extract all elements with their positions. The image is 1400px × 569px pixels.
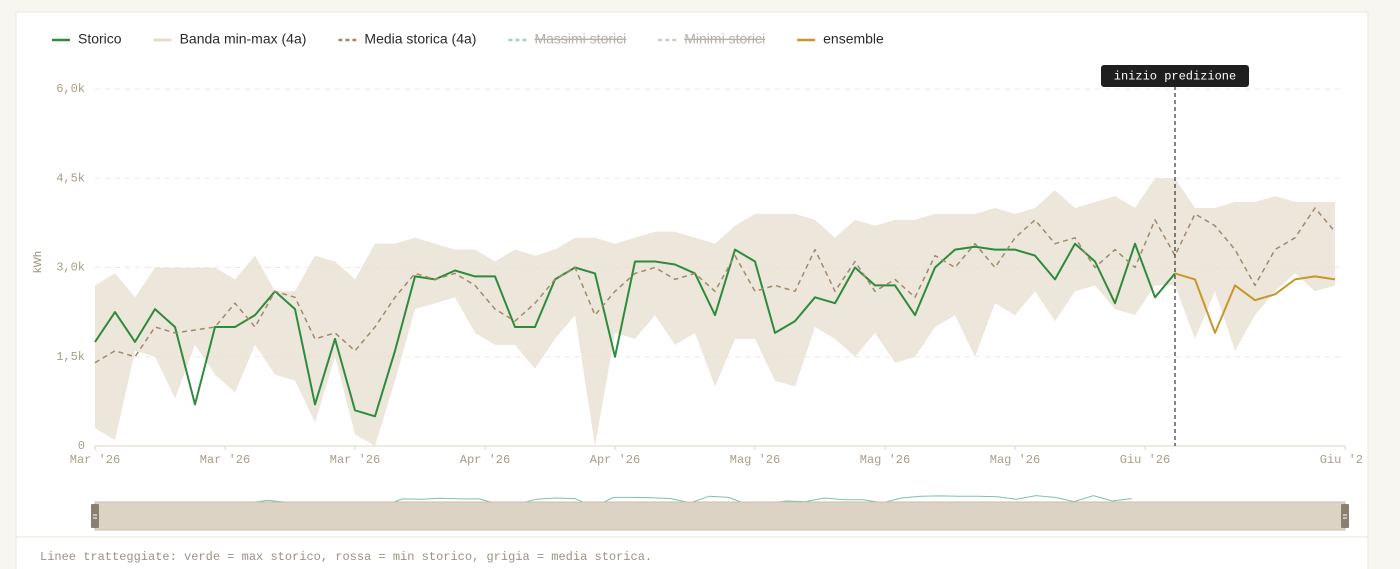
legend-label[interactable]: ensemble	[823, 31, 884, 47]
y-tick-label: 4,5k	[56, 171, 85, 185]
series-line	[94, 207, 1336, 364]
x-tick-label: Mar '26	[200, 453, 250, 467]
annotation-box	[1101, 65, 1249, 87]
navigator-handle[interactable]	[1341, 504, 1349, 528]
legend-label[interactable]: Banda min-max (4a)	[180, 31, 307, 47]
navigator-window	[94, 501, 1346, 531]
y-tick-label: 3,0k	[56, 261, 85, 275]
legend-label[interactable]: Media storica (4a)	[364, 31, 476, 47]
navigator-handle[interactable]	[91, 504, 99, 528]
legend-label[interactable]: Storico	[78, 31, 122, 47]
x-tick-label: Mag '26	[730, 453, 780, 467]
annotation-label: inizio predizione	[1114, 70, 1236, 84]
y-tick-label: 6,0k	[56, 82, 85, 96]
y-tick-label: 0	[78, 439, 85, 453]
y-tick-label: 1,5k	[56, 350, 85, 364]
plot: 0 1,5k 3,0k 4,5k 6,0k Mar '26 Mar '26 Mar '26 Ap…	[56, 82, 1370, 467]
legend-label[interactable]: Minimi storici	[684, 31, 765, 47]
x-tick-label: Mag '26	[860, 453, 910, 467]
x-tick-label: Apr '26	[590, 453, 640, 467]
footer-note: Linee tratteggiate: verde = max storico,…	[40, 550, 652, 564]
x-tick-label: Mar '26	[330, 453, 380, 467]
x-tick-label: Mar '26	[70, 453, 120, 467]
x-tick-label: Apr '26	[460, 453, 510, 467]
y-axis-label: kWh	[32, 251, 44, 273]
navigator-line	[94, 495, 1132, 514]
x-tick-label: Giu '26	[1120, 453, 1170, 467]
x-tick-label: Mag '26	[990, 453, 1040, 467]
series-line	[1174, 272, 1336, 334]
x-tick-label: Giu '26	[1320, 453, 1370, 467]
legend-label[interactable]: Massimi storici	[534, 31, 626, 47]
